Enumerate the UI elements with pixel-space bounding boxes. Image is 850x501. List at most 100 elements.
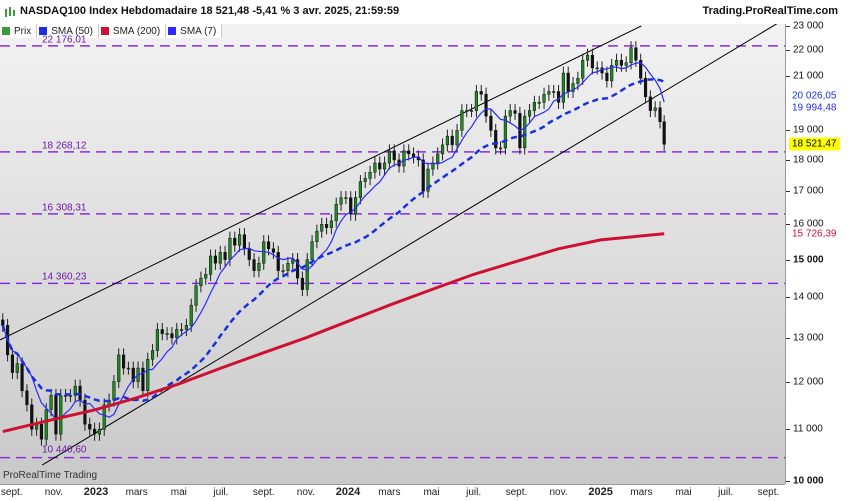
- candle: [199, 277, 203, 286]
- candle: [353, 197, 358, 215]
- legend-swatch: [2, 27, 10, 35]
- candle: [378, 162, 382, 170]
- candle: [300, 277, 304, 290]
- channel-line: [41, 24, 778, 466]
- legend-swatch: [39, 27, 48, 35]
- y-tick-mark: [786, 75, 790, 77]
- candle: [407, 150, 411, 155]
- candle: [165, 333, 169, 335]
- candle: [213, 255, 217, 264]
- candle: [643, 77, 648, 98]
- candle: [513, 110, 517, 114]
- candle: [218, 252, 222, 264]
- candle: [286, 262, 290, 271]
- candle: [204, 274, 208, 279]
- x-tick-label: nov.: [549, 487, 568, 498]
- candle: [527, 110, 532, 117]
- y-tick-mark: [786, 259, 790, 261]
- candle: [532, 102, 536, 111]
- candle: [552, 91, 556, 93]
- y-tick-label: 14 000: [793, 291, 824, 303]
- candle: [566, 72, 570, 92]
- candle: [44, 409, 48, 440]
- x-tick-label: sept.: [757, 487, 780, 498]
- x-tick-label: 2024: [335, 486, 361, 498]
- candle: [537, 102, 541, 104]
- candle: [122, 354, 126, 369]
- candle: [320, 224, 324, 232]
- candle: [542, 93, 546, 103]
- legend-label: SMA (7): [180, 25, 217, 37]
- sma200-line: [2, 232, 665, 434]
- y-tick-label: 12 000: [793, 376, 824, 388]
- candle: [484, 93, 488, 117]
- plot-area[interactable]: [0, 24, 785, 484]
- y-tick-label: 10 000: [793, 475, 824, 487]
- candle: [619, 59, 623, 66]
- y-tick-label: 11 000: [793, 423, 823, 435]
- legend-item[interactable]: SMA (200): [98, 24, 167, 38]
- candle: [73, 385, 77, 396]
- x-tick-label: nov.: [44, 487, 63, 498]
- y-tick-label: 23 000: [793, 20, 824, 32]
- candle: [576, 77, 580, 84]
- candle: [126, 367, 130, 370]
- candle: [571, 83, 575, 92]
- legend-label: Prix: [14, 25, 32, 37]
- chart-title: NASDAQ100 Index Hebdomadaire 18 521,48 -…: [20, 5, 400, 17]
- candle: [281, 270, 285, 272]
- candle: [208, 255, 213, 275]
- level-label: 16 308,31: [42, 202, 87, 214]
- legend-item[interactable]: Prix: [0, 24, 38, 38]
- x-axis[interactable]: sept. nov. 2023 mars mai juil. sept. nov. 2024 ma…: [0, 484, 785, 501]
- candle: [595, 67, 599, 70]
- x-tick-label: mars: [378, 487, 401, 498]
- candle: [658, 107, 662, 123]
- legend-label: SMA (50): [51, 25, 93, 37]
- candle: [581, 59, 585, 79]
- candle: [179, 329, 184, 331]
- candle: [450, 135, 454, 146]
- candle: [155, 329, 159, 351]
- candle: [358, 181, 362, 198]
- candle: [474, 91, 478, 111]
- y-tick-mark: [786, 191, 790, 193]
- x-tick-label: mai: [423, 487, 440, 498]
- candle: [1, 319, 5, 326]
- candle: [440, 144, 445, 155]
- y-tick-label: 18 000: [793, 154, 824, 166]
- candle: [25, 390, 29, 406]
- candle: [411, 153, 416, 158]
- candle: [387, 150, 391, 164]
- value-tag: 19 994,48: [789, 101, 840, 115]
- candle: [523, 115, 527, 149]
- candle: [556, 91, 561, 103]
- chart-type-icon[interactable]: [4, 6, 16, 18]
- candle: [402, 150, 406, 167]
- x-tick-label: nov.: [296, 487, 315, 498]
- candle: [257, 262, 261, 271]
- legend-swatch: [100, 27, 109, 35]
- candle: [102, 404, 106, 430]
- candle: [160, 329, 164, 334]
- candle: [494, 130, 498, 149]
- candle: [465, 110, 469, 112]
- candle: [315, 230, 319, 242]
- x-tick-label: sept.: [252, 487, 275, 498]
- candle: [324, 224, 329, 228]
- candle: [460, 110, 464, 131]
- candle: [305, 259, 309, 290]
- legend-item[interactable]: SMA (50): [37, 24, 99, 38]
- y-tick-mark: [786, 429, 790, 431]
- candle: [503, 115, 507, 149]
- legend-item[interactable]: SMA (7): [166, 24, 223, 38]
- legend-label: SMA (200): [112, 25, 161, 37]
- candle: [93, 428, 97, 435]
- candle: [54, 395, 58, 435]
- candle: [585, 54, 590, 61]
- candle: [97, 428, 101, 435]
- y-tick-mark: [786, 381, 790, 383]
- candle: [228, 237, 232, 260]
- candle: [10, 354, 15, 373]
- candle: [368, 171, 372, 179]
